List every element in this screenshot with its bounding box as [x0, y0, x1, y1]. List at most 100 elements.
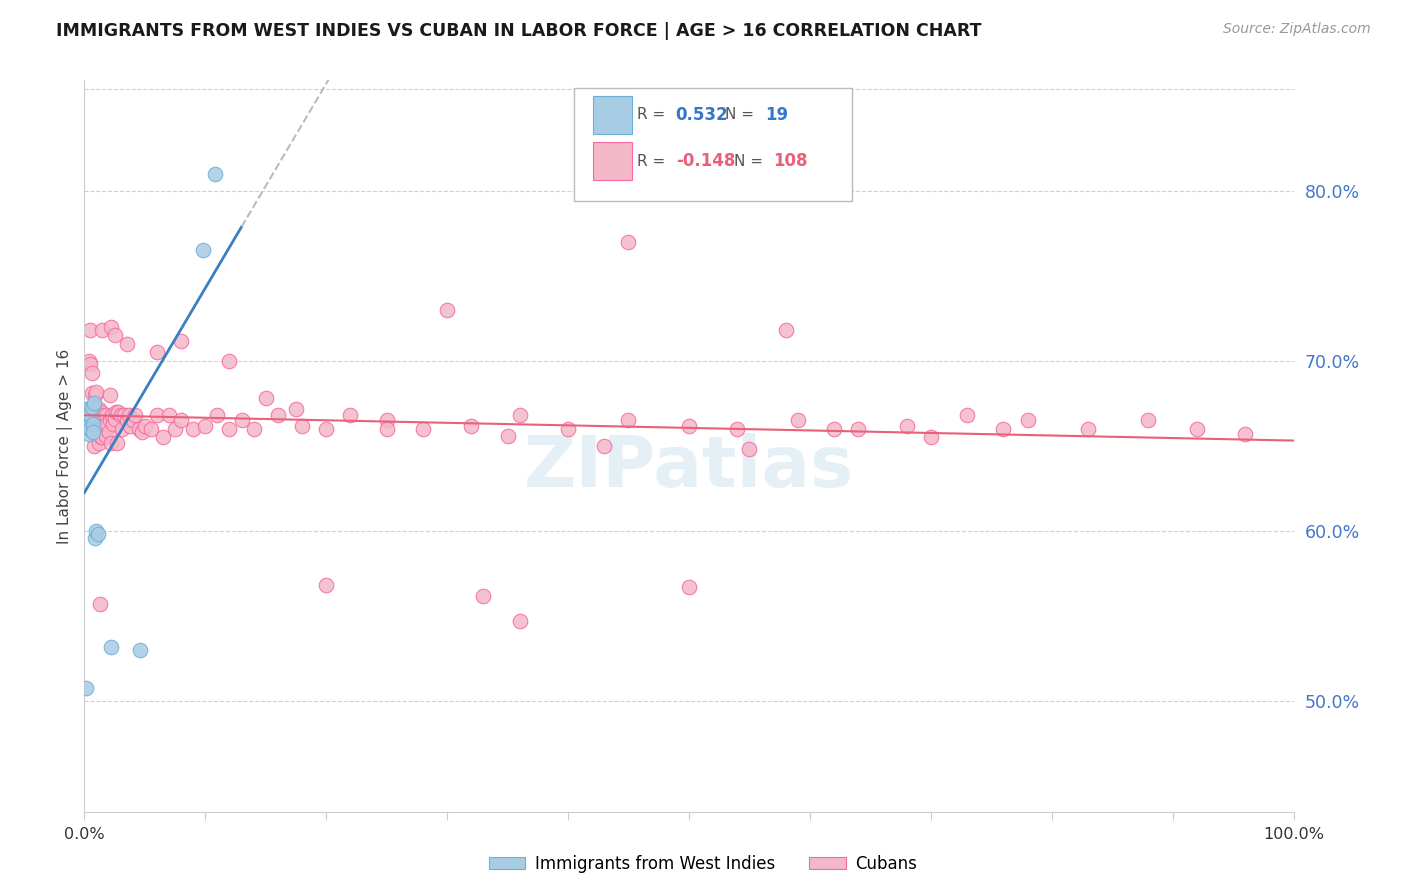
- Text: IMMIGRANTS FROM WEST INDIES VS CUBAN IN LABOR FORCE | AGE > 16 CORRELATION CHART: IMMIGRANTS FROM WEST INDIES VS CUBAN IN …: [56, 22, 981, 40]
- Point: [1077, 422, 1099, 436]
- Point: [956, 409, 979, 423]
- FancyBboxPatch shape: [574, 87, 852, 201]
- Point: [1185, 422, 1208, 436]
- Point: [79, 409, 101, 423]
- Point: [725, 422, 748, 436]
- Point: [460, 418, 482, 433]
- Point: [83, 418, 105, 433]
- Point: [315, 578, 337, 592]
- Point: [146, 409, 169, 423]
- Point: [82, 403, 104, 417]
- Point: [139, 422, 162, 436]
- Point: [472, 589, 495, 603]
- Point: [94, 422, 117, 436]
- Text: N =: N =: [725, 107, 754, 122]
- Point: [131, 425, 153, 440]
- Point: [242, 422, 264, 436]
- Point: [1234, 427, 1257, 442]
- Point: [87, 401, 110, 416]
- Point: [194, 418, 217, 433]
- Point: [80, 400, 103, 414]
- Point: [75, 681, 97, 695]
- Point: [375, 422, 398, 436]
- Legend: Immigrants from West Indies, Cubans: Immigrants from West Indies, Cubans: [482, 848, 924, 880]
- Point: [86, 524, 108, 538]
- Point: [80, 366, 103, 380]
- Point: [82, 417, 104, 431]
- Point: [86, 411, 108, 425]
- Point: [91, 409, 114, 423]
- Point: [86, 405, 108, 419]
- Point: [993, 422, 1015, 436]
- Point: [1017, 413, 1039, 427]
- Point: [121, 413, 143, 427]
- Point: [134, 418, 156, 433]
- Point: [218, 422, 240, 436]
- Point: [82, 425, 104, 440]
- Point: [786, 413, 808, 427]
- Point: [90, 430, 112, 444]
- Point: [204, 167, 226, 181]
- Point: [94, 429, 117, 443]
- Point: [82, 411, 104, 425]
- Point: [86, 425, 108, 440]
- Point: [103, 417, 125, 431]
- Point: [110, 409, 132, 423]
- Point: [89, 425, 111, 440]
- Point: [84, 531, 107, 545]
- Point: [84, 388, 107, 402]
- Point: [115, 413, 138, 427]
- Text: Source: ZipAtlas.com: Source: ZipAtlas.com: [1223, 22, 1371, 37]
- Point: [77, 413, 100, 427]
- Point: [412, 422, 434, 436]
- FancyBboxPatch shape: [593, 95, 633, 134]
- Point: [120, 418, 142, 433]
- Point: [678, 418, 700, 433]
- Point: [617, 413, 640, 427]
- Point: [1137, 413, 1160, 427]
- Point: [98, 413, 121, 427]
- Point: [920, 430, 942, 444]
- Point: [896, 418, 918, 433]
- Point: [254, 392, 277, 406]
- Point: [124, 409, 146, 423]
- Point: [170, 413, 193, 427]
- Point: [146, 345, 169, 359]
- Y-axis label: In Labor Force | Age > 16: In Labor Force | Age > 16: [58, 349, 73, 543]
- Point: [509, 614, 531, 628]
- Point: [94, 409, 117, 423]
- Point: [496, 429, 519, 443]
- Point: [436, 302, 458, 317]
- Point: [617, 235, 640, 249]
- Point: [84, 405, 107, 419]
- Point: [157, 409, 180, 423]
- Point: [91, 323, 114, 337]
- Point: [86, 527, 108, 541]
- Point: [128, 422, 150, 436]
- Point: [89, 597, 111, 611]
- Point: [129, 643, 152, 657]
- Point: [104, 411, 127, 425]
- Point: [101, 409, 124, 423]
- Point: [93, 417, 115, 431]
- Text: ZIPatlas: ZIPatlas: [524, 434, 853, 502]
- Text: 19: 19: [765, 106, 789, 124]
- Point: [678, 580, 700, 594]
- Point: [104, 328, 127, 343]
- Text: -0.148: -0.148: [676, 153, 735, 170]
- Text: 0.532: 0.532: [676, 106, 728, 124]
- Point: [79, 422, 101, 436]
- Point: [91, 430, 114, 444]
- Point: [104, 405, 127, 419]
- Text: 108: 108: [773, 153, 808, 170]
- Point: [111, 422, 134, 436]
- Point: [82, 422, 104, 436]
- Point: [89, 410, 111, 425]
- Point: [231, 413, 253, 427]
- Point: [100, 320, 122, 334]
- Point: [112, 409, 135, 423]
- Point: [77, 418, 100, 433]
- Point: [218, 354, 240, 368]
- Point: [823, 422, 845, 436]
- Point: [86, 384, 108, 399]
